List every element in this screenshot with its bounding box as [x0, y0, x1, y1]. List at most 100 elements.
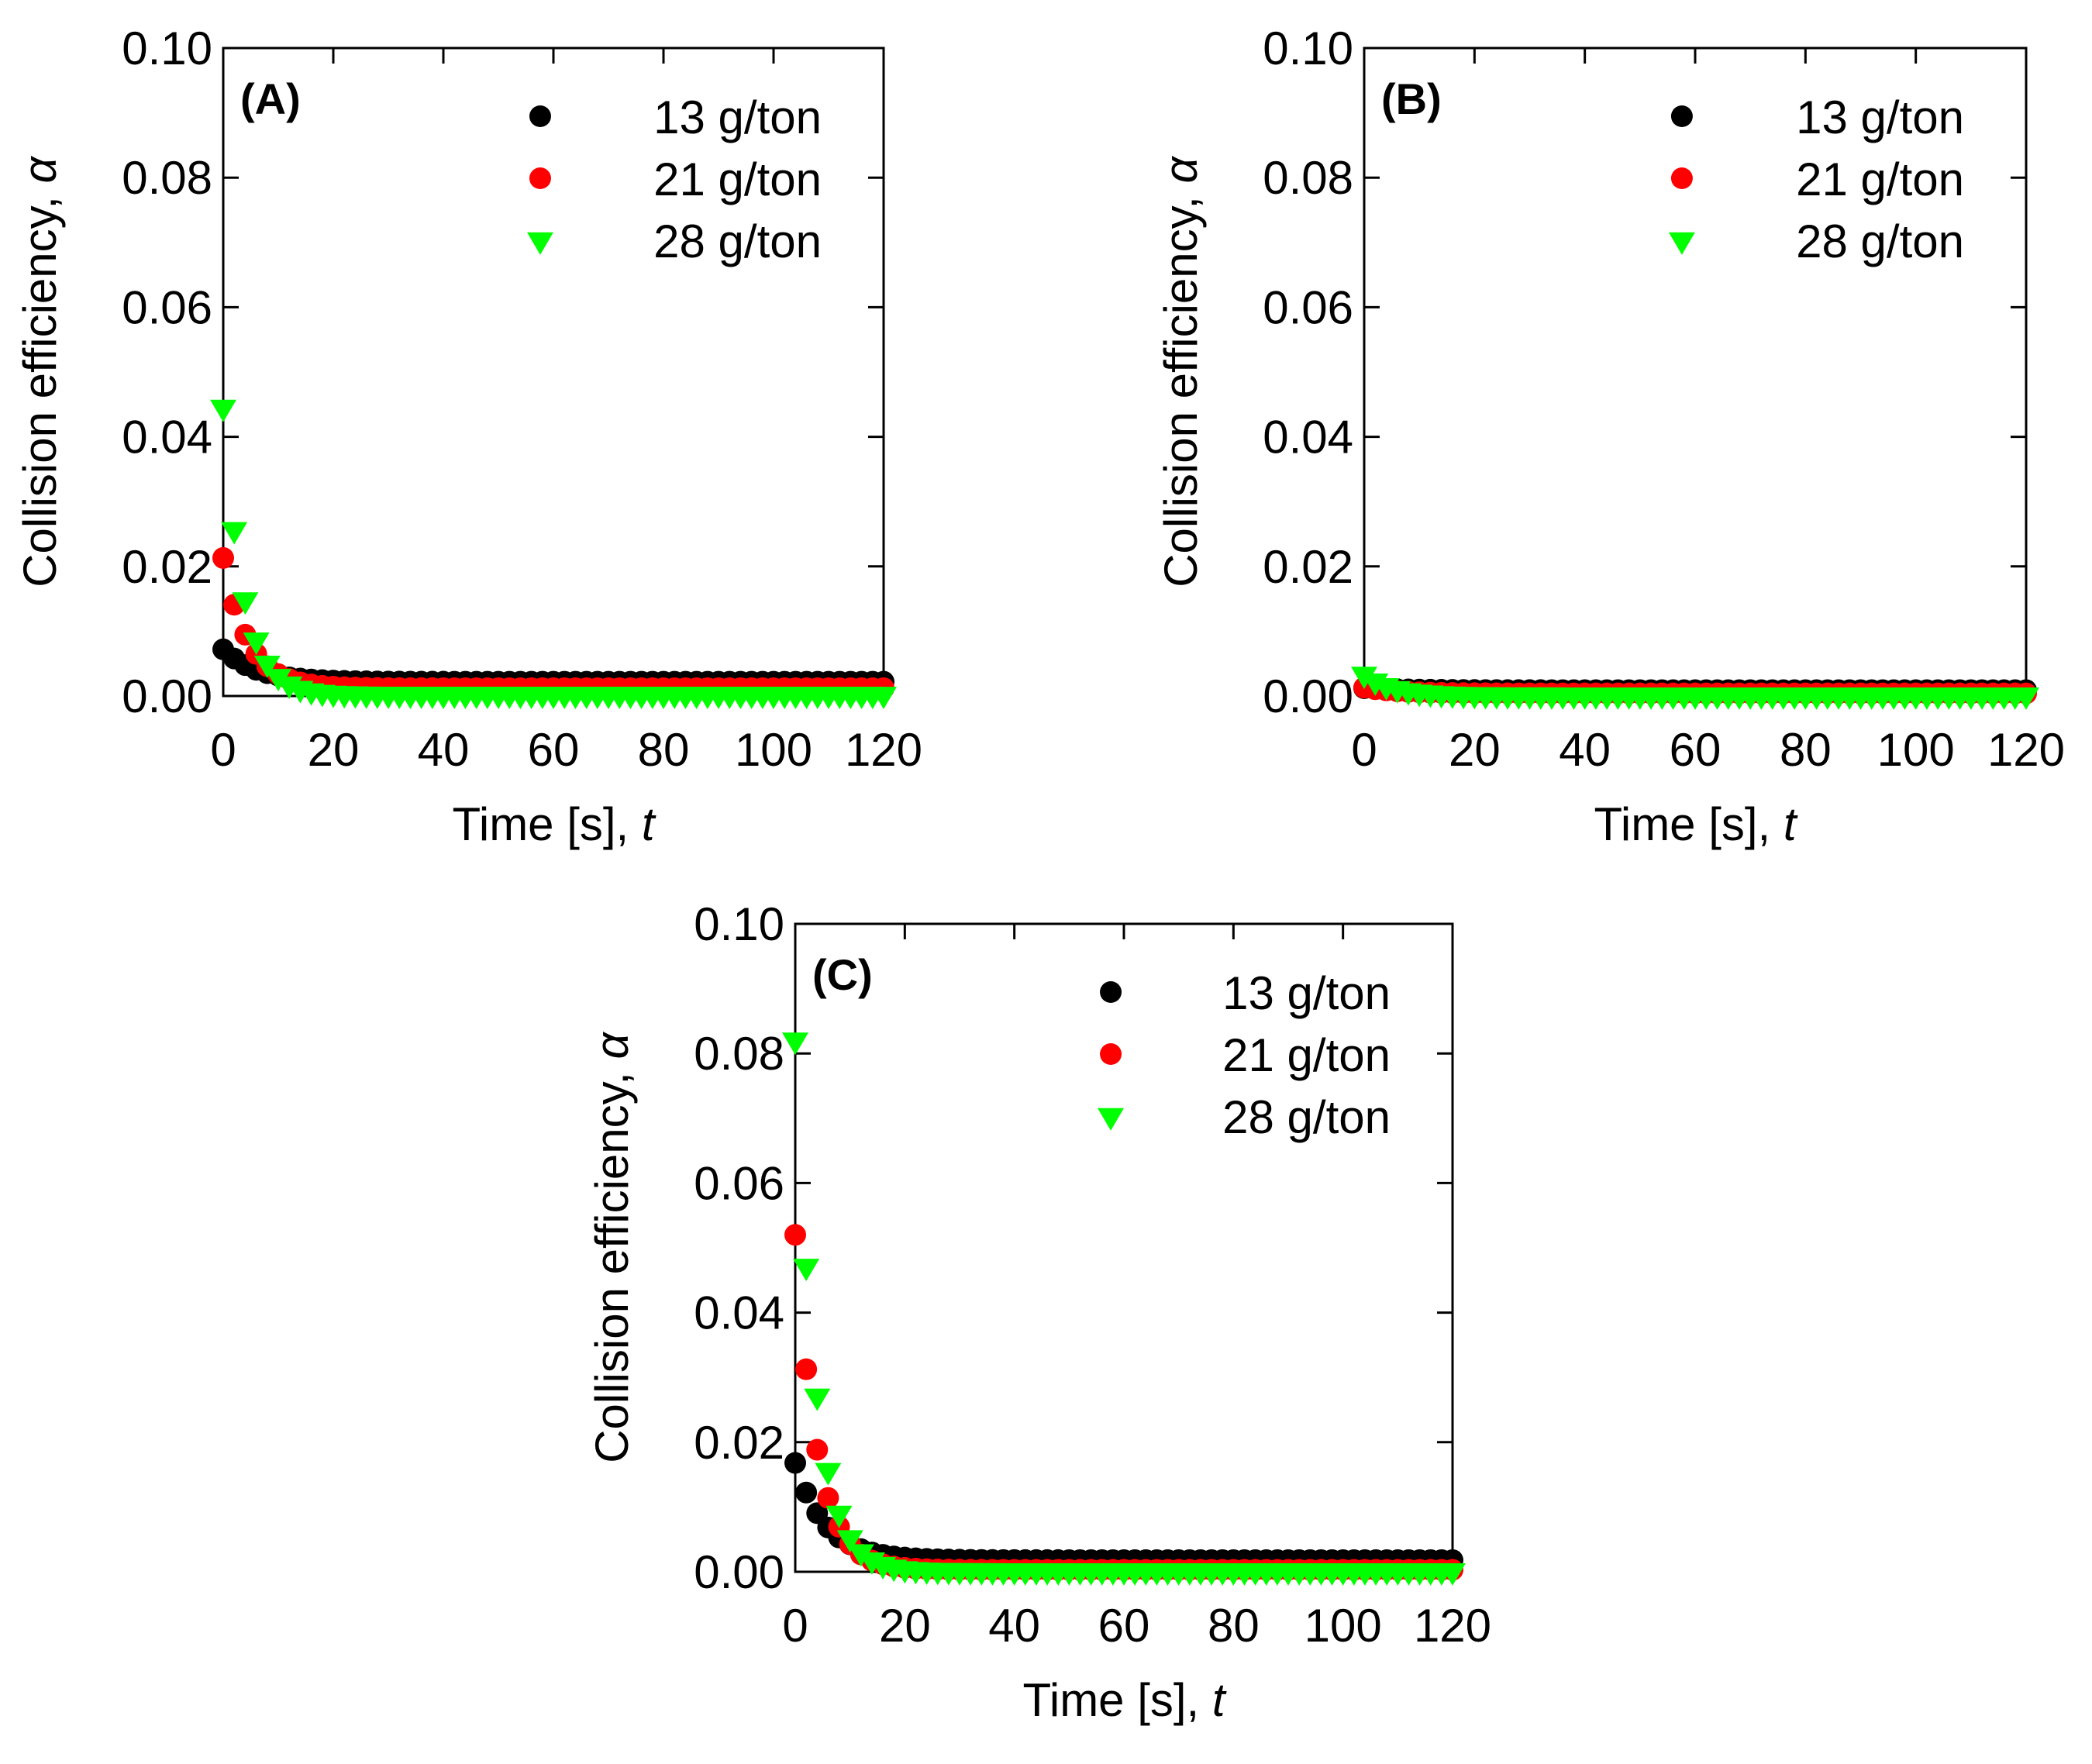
legend: 13 g/ton 21 g/ton 28 g/ton [1098, 967, 1391, 1143]
data-point [243, 632, 270, 656]
plot-frame [1363, 47, 2028, 698]
x-tick-label: 20 [1449, 724, 1501, 776]
data-point [1351, 667, 1377, 690]
y-tick-label: 0.10 [122, 22, 212, 74]
data-point [232, 592, 259, 615]
x-axis-title: Time [s], t [1022, 1674, 1226, 1726]
panel-c: 0.00 0.02 0.04 0.06 0.08 0.10 0 20 40 60 80 100 120 T… [586, 898, 1491, 1726]
x-axis-title: Time [s], t [452, 798, 656, 850]
y-tick-label: 0.08 [694, 1028, 784, 1080]
legend-label: 28 g/ton [1222, 1091, 1391, 1143]
y-tick-label: 0.02 [694, 1417, 784, 1469]
data-point [2013, 687, 2039, 710]
legend: 13 g/ton 21 g/ton 28 g/ton [1668, 91, 1964, 267]
series-28-g-ton [782, 1032, 1466, 1586]
y-tick-label: 0.08 [1263, 152, 1353, 204]
data-point [253, 655, 281, 678]
x-axis-title-text: Time [s], [452, 798, 641, 850]
x-tick-label: 80 [1208, 1600, 1260, 1652]
y-tick-label: 0.04 [1263, 412, 1353, 463]
y-tick-label: 0.04 [122, 412, 212, 463]
legend-marker [1670, 167, 1693, 189]
legend-label: 13 g/ton [653, 91, 822, 143]
data-point [1439, 1562, 1466, 1586]
y-tick-label: 0.00 [1263, 670, 1353, 722]
x-tick-label: 120 [1987, 724, 2065, 776]
x-tick-label: 60 [1098, 1600, 1150, 1652]
x-tick-label: 0 [210, 724, 236, 776]
y-tick-label: 0.06 [694, 1157, 784, 1209]
x-axis-title-text: Time [s], [1022, 1674, 1211, 1726]
legend-label: 13 g/ton [1222, 967, 1391, 1019]
data-point [817, 1487, 839, 1509]
data-point [795, 1358, 818, 1380]
data-point [870, 687, 897, 710]
x-tick-label: 40 [988, 1600, 1040, 1652]
data-point [806, 1438, 829, 1461]
panel-label: (A) [240, 74, 301, 123]
x-tick-label: 120 [1414, 1600, 1491, 1652]
data-point [793, 1259, 820, 1282]
x-tick-label: 80 [1780, 724, 1832, 776]
panel-label: (B) [1381, 74, 1442, 123]
data-point [836, 1530, 863, 1553]
y-axis-title-text: Collision efficiency, [586, 1059, 638, 1463]
x-tick-label: 20 [308, 724, 360, 776]
y-tick-label: 0.10 [1263, 22, 1353, 74]
legend-label: 28 g/ton [1796, 215, 1964, 267]
x-tick-label: 20 [879, 1600, 931, 1652]
y-axis-title-text: Collision efficiency, [1155, 183, 1207, 587]
y-tick-label: 0.06 [1263, 281, 1353, 333]
x-axis-title-text: Time [s], [1594, 798, 1783, 850]
series-28-g-ton [210, 399, 897, 710]
y-axis-title-symbol: α [586, 1031, 638, 1059]
legend-label: 13 g/ton [1796, 91, 1964, 143]
data-point [795, 1481, 818, 1504]
legend-marker [529, 167, 551, 189]
x-tick-label: 40 [1559, 724, 1611, 776]
x-axis-title: Time [s], t [1594, 798, 1797, 850]
x-tick-label: 40 [418, 724, 470, 776]
y-axis-title-symbol: α [1155, 155, 1207, 183]
x-tick-label: 60 [1670, 724, 1722, 776]
legend-label: 28 g/ton [653, 215, 822, 267]
panel-a: 0.00 0.02 0.04 0.06 0.08 0.10 0 20 40 60 80 100 120 T… [14, 22, 922, 850]
y-axis-title-text: Collision efficiency, [14, 183, 66, 587]
y-axis-title: Collision efficiency, α [14, 155, 66, 587]
legend-label: 21 g/ton [1796, 153, 1964, 205]
x-tick-label: 0 [1351, 724, 1377, 776]
panel-b: 0.00 0.02 0.04 0.06 0.08 0.10 0 20 40 60 80 100 120 T… [1155, 22, 2065, 850]
plot-frame [222, 47, 885, 698]
legend-marker [1100, 1043, 1122, 1065]
y-tick-label: 0.04 [694, 1287, 784, 1339]
legend-marker [1668, 232, 1695, 255]
y-tick-label: 0.10 [694, 898, 784, 950]
legend: 13 g/ton 21 g/ton 28 g/ton [526, 91, 822, 267]
legend-marker [1100, 981, 1122, 1003]
x-tick-label: 100 [1304, 1600, 1382, 1652]
x-tick-label: 100 [735, 724, 812, 776]
data-point [221, 522, 248, 545]
legend-label: 21 g/ton [1222, 1029, 1391, 1081]
x-tick-label: 0 [782, 1600, 808, 1652]
y-tick-label: 0.06 [122, 281, 212, 333]
series-21-g-ton [784, 1224, 1463, 1581]
legend-marker [1670, 105, 1693, 127]
series-28-g-ton [1351, 667, 2039, 710]
data-point [784, 1224, 806, 1246]
x-axis-title-symbol: t [1212, 1674, 1227, 1726]
y-tick-label: 0.00 [694, 1546, 784, 1598]
data-point [804, 1388, 831, 1411]
x-tick-label: 120 [845, 724, 922, 776]
legend-marker [529, 105, 551, 127]
y-axis-title: Collision efficiency, α [1155, 155, 1207, 587]
x-axis-title-symbol: t [1784, 798, 1798, 850]
y-tick-label: 0.02 [1263, 541, 1353, 593]
data-point [782, 1032, 808, 1056]
panel-label: (C) [812, 950, 873, 999]
y-tick-label: 0.00 [122, 670, 212, 722]
y-tick-label: 0.08 [122, 152, 212, 204]
series-13-g-ton [784, 1452, 1463, 1571]
x-tick-label: 80 [638, 724, 690, 776]
